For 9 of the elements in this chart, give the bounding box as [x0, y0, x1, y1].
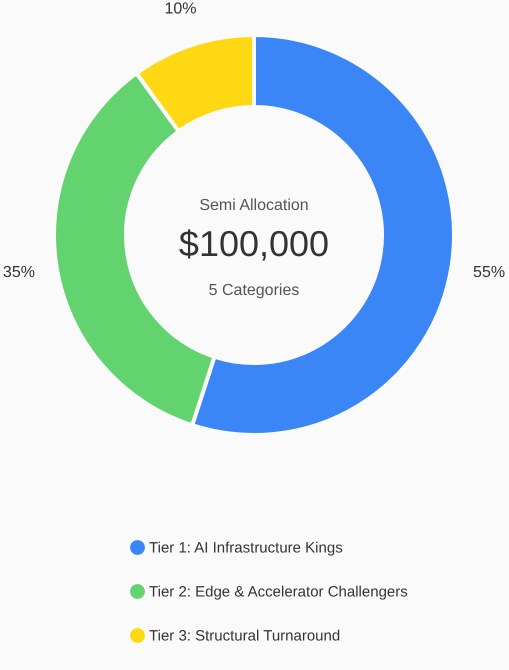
text: 5 Categories — [208, 282, 300, 299]
legend-label: Tier 3: Structural Turnaround — [149, 628, 340, 644]
data-label: 35% — [2, 264, 35, 282]
data-label: 10% — [164, 0, 196, 18]
data-label: 55% — [473, 264, 506, 282]
legend-label: Tier 2: Edge & Accelerator Challengers — [149, 584, 408, 600]
legend-label: Tier 1: AI Infrastructure Kings — [149, 540, 343, 556]
text: $100,000 — [178, 223, 330, 264]
text: Semi Allocation — [199, 197, 309, 214]
